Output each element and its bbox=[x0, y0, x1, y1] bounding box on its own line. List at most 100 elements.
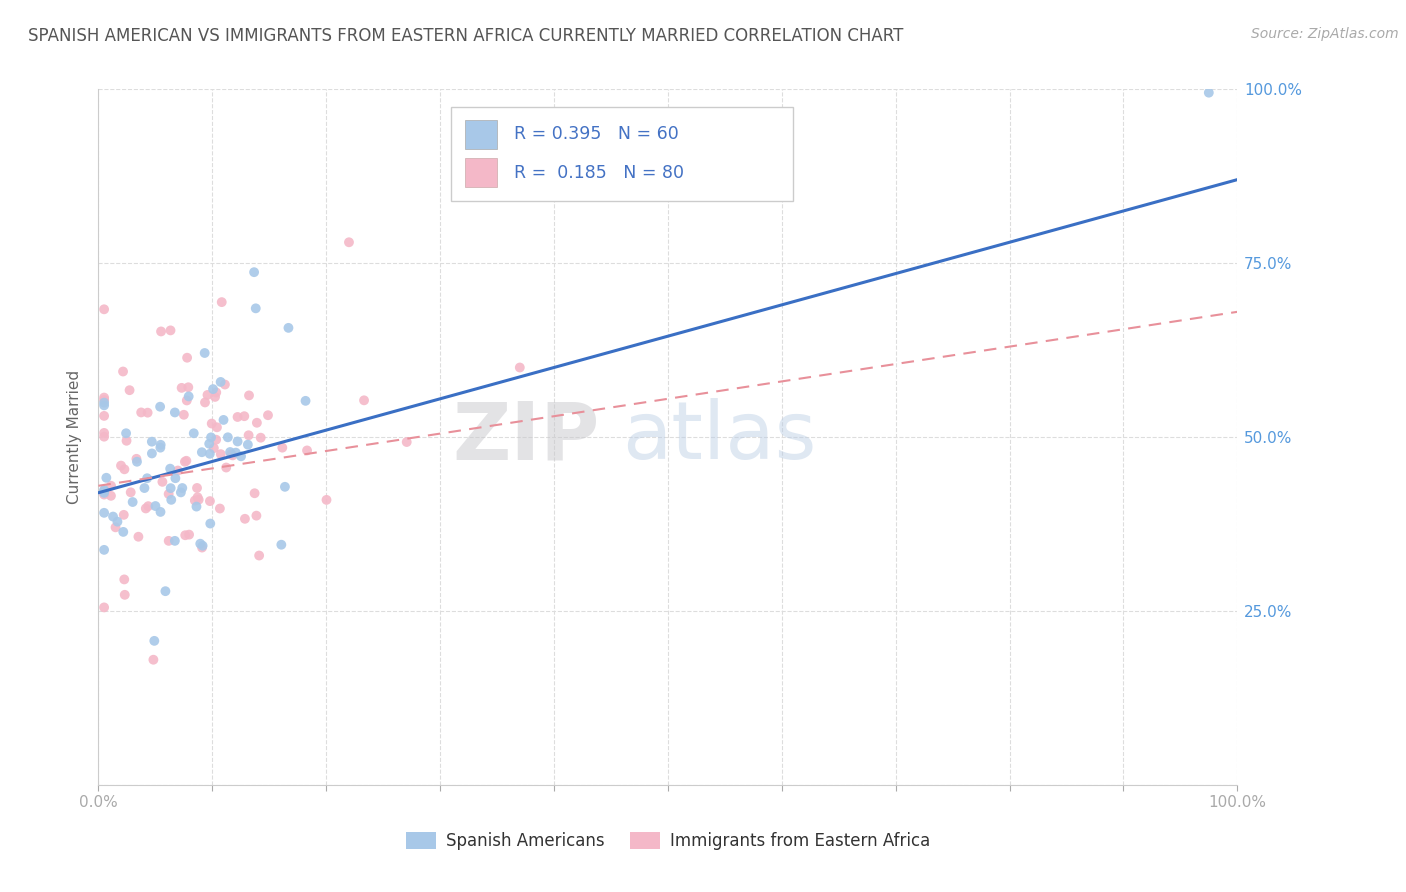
Point bbox=[191, 539, 214, 553]
Point bbox=[194, 395, 217, 409]
Text: SPANISH AMERICAN VS IMMIGRANTS FROM EASTERN AFRICA CURRENTLY MARRIED CORRELATION: SPANISH AMERICAN VS IMMIGRANTS FROM EAST… bbox=[28, 27, 904, 45]
Point bbox=[238, 388, 260, 402]
Point bbox=[233, 409, 256, 424]
Point bbox=[142, 653, 165, 667]
Point bbox=[163, 405, 186, 419]
Point bbox=[136, 499, 159, 513]
Point bbox=[222, 449, 245, 463]
Point bbox=[172, 481, 194, 495]
Point bbox=[294, 393, 316, 408]
Point bbox=[214, 377, 236, 392]
Point bbox=[208, 501, 231, 516]
Point bbox=[125, 455, 148, 469]
Point bbox=[197, 388, 219, 402]
Point bbox=[211, 295, 233, 310]
Point bbox=[245, 508, 267, 523]
Text: R =  0.185   N = 80: R = 0.185 N = 80 bbox=[515, 164, 685, 182]
Point bbox=[152, 475, 174, 489]
Point bbox=[160, 492, 183, 507]
Point bbox=[270, 538, 292, 552]
Point bbox=[202, 441, 225, 455]
Point bbox=[93, 425, 115, 440]
Point bbox=[225, 445, 247, 459]
Point bbox=[149, 505, 172, 519]
Point bbox=[112, 508, 135, 522]
Bar bbox=[465, 158, 498, 187]
Point bbox=[159, 323, 181, 337]
Point bbox=[205, 385, 228, 400]
Point bbox=[159, 461, 181, 475]
Point bbox=[177, 380, 200, 394]
Point bbox=[257, 408, 280, 422]
FancyBboxPatch shape bbox=[451, 106, 793, 201]
Point bbox=[238, 428, 260, 442]
Point bbox=[315, 492, 337, 507]
Y-axis label: Currently Married: Currently Married bbox=[67, 370, 83, 504]
Point bbox=[118, 383, 141, 397]
Point bbox=[93, 542, 115, 557]
Point bbox=[107, 515, 129, 529]
Point bbox=[187, 490, 209, 504]
Point bbox=[183, 426, 205, 441]
Point bbox=[236, 437, 259, 451]
Point bbox=[100, 479, 122, 493]
Point bbox=[200, 430, 222, 444]
Point bbox=[233, 512, 256, 526]
Point bbox=[191, 541, 214, 555]
Point bbox=[93, 302, 115, 317]
Point bbox=[198, 447, 221, 461]
Point bbox=[174, 528, 197, 542]
Point bbox=[215, 460, 238, 475]
Point bbox=[93, 391, 115, 405]
Point bbox=[141, 434, 163, 449]
Point bbox=[204, 390, 226, 404]
Point bbox=[93, 600, 115, 615]
Point bbox=[167, 464, 190, 478]
Point bbox=[114, 588, 136, 602]
Point bbox=[295, 443, 318, 458]
Point bbox=[247, 549, 270, 563]
Point bbox=[104, 520, 127, 534]
Text: atlas: atlas bbox=[623, 398, 817, 476]
Point bbox=[188, 537, 211, 551]
Point bbox=[159, 481, 181, 495]
Point bbox=[277, 321, 299, 335]
Point bbox=[198, 436, 221, 450]
Point bbox=[121, 495, 143, 509]
Point bbox=[129, 405, 152, 419]
Point bbox=[157, 487, 180, 501]
Point bbox=[110, 458, 132, 473]
Point bbox=[205, 433, 228, 447]
Point bbox=[174, 455, 197, 469]
Point bbox=[141, 446, 163, 460]
Point bbox=[176, 454, 198, 468]
Point bbox=[243, 265, 266, 279]
Point bbox=[93, 486, 115, 500]
Point bbox=[100, 489, 122, 503]
Point bbox=[212, 413, 235, 427]
Point bbox=[93, 430, 115, 444]
Point bbox=[219, 445, 242, 459]
Point bbox=[165, 471, 187, 485]
Point bbox=[219, 447, 242, 461]
Point bbox=[186, 500, 208, 514]
Point bbox=[125, 451, 148, 466]
Point bbox=[205, 420, 228, 434]
Point bbox=[245, 301, 267, 316]
Point bbox=[200, 516, 222, 531]
Point bbox=[177, 527, 200, 541]
Point bbox=[184, 493, 207, 508]
Point bbox=[115, 426, 138, 441]
Point bbox=[120, 485, 142, 500]
Point bbox=[149, 438, 172, 452]
Point bbox=[149, 400, 172, 414]
Point bbox=[150, 325, 173, 339]
Bar bbox=[465, 120, 498, 149]
Point bbox=[353, 393, 375, 408]
Point bbox=[176, 351, 198, 365]
Point bbox=[249, 431, 271, 445]
Point bbox=[243, 486, 266, 500]
Point bbox=[93, 506, 115, 520]
Point bbox=[112, 364, 135, 378]
Point bbox=[395, 435, 418, 450]
